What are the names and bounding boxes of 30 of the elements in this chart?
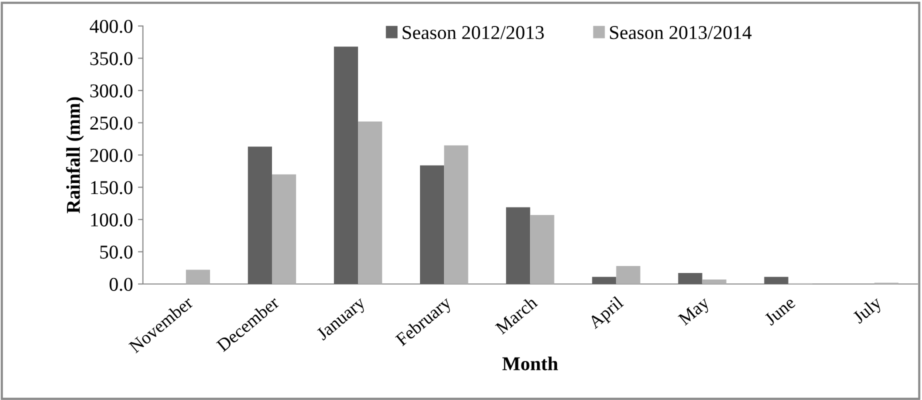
bar <box>764 276 788 284</box>
y-tick-label: 100.0 <box>91 213 132 227</box>
x-axis-title: Month <box>502 356 558 370</box>
legend-label: Season 2013/2014 <box>610 26 752 40</box>
bar <box>530 214 554 284</box>
bar <box>358 121 382 284</box>
bar <box>702 279 726 284</box>
bar <box>186 270 210 284</box>
y-tick-label: 200.0 <box>90 148 132 162</box>
bar <box>420 165 444 284</box>
y-tick-label: 50.0 <box>100 246 132 259</box>
bar <box>248 146 272 284</box>
y-tick-label: 0.0 <box>110 278 132 292</box>
legend-label: Season 2012/2013 <box>402 26 544 40</box>
y-tick-label: 350.0 <box>90 52 132 66</box>
bar <box>506 207 530 284</box>
y-axis-title: Rainfall (mm) <box>66 97 84 214</box>
bar <box>616 266 640 284</box>
y-tick-label: 300.0 <box>90 84 132 98</box>
bar <box>444 145 468 284</box>
bar <box>334 46 358 284</box>
x-tick-label: July <box>852 295 885 327</box>
y-tick-label: 250.0 <box>90 116 132 130</box>
y-tick-label: 150.0 <box>91 181 132 194</box>
x-tick-label: June <box>764 296 796 326</box>
x-tick-label: May <box>678 296 713 329</box>
bar <box>272 174 296 284</box>
bar <box>678 273 702 284</box>
bar <box>592 276 616 284</box>
y-tick-label: 400.0 <box>90 20 132 34</box>
